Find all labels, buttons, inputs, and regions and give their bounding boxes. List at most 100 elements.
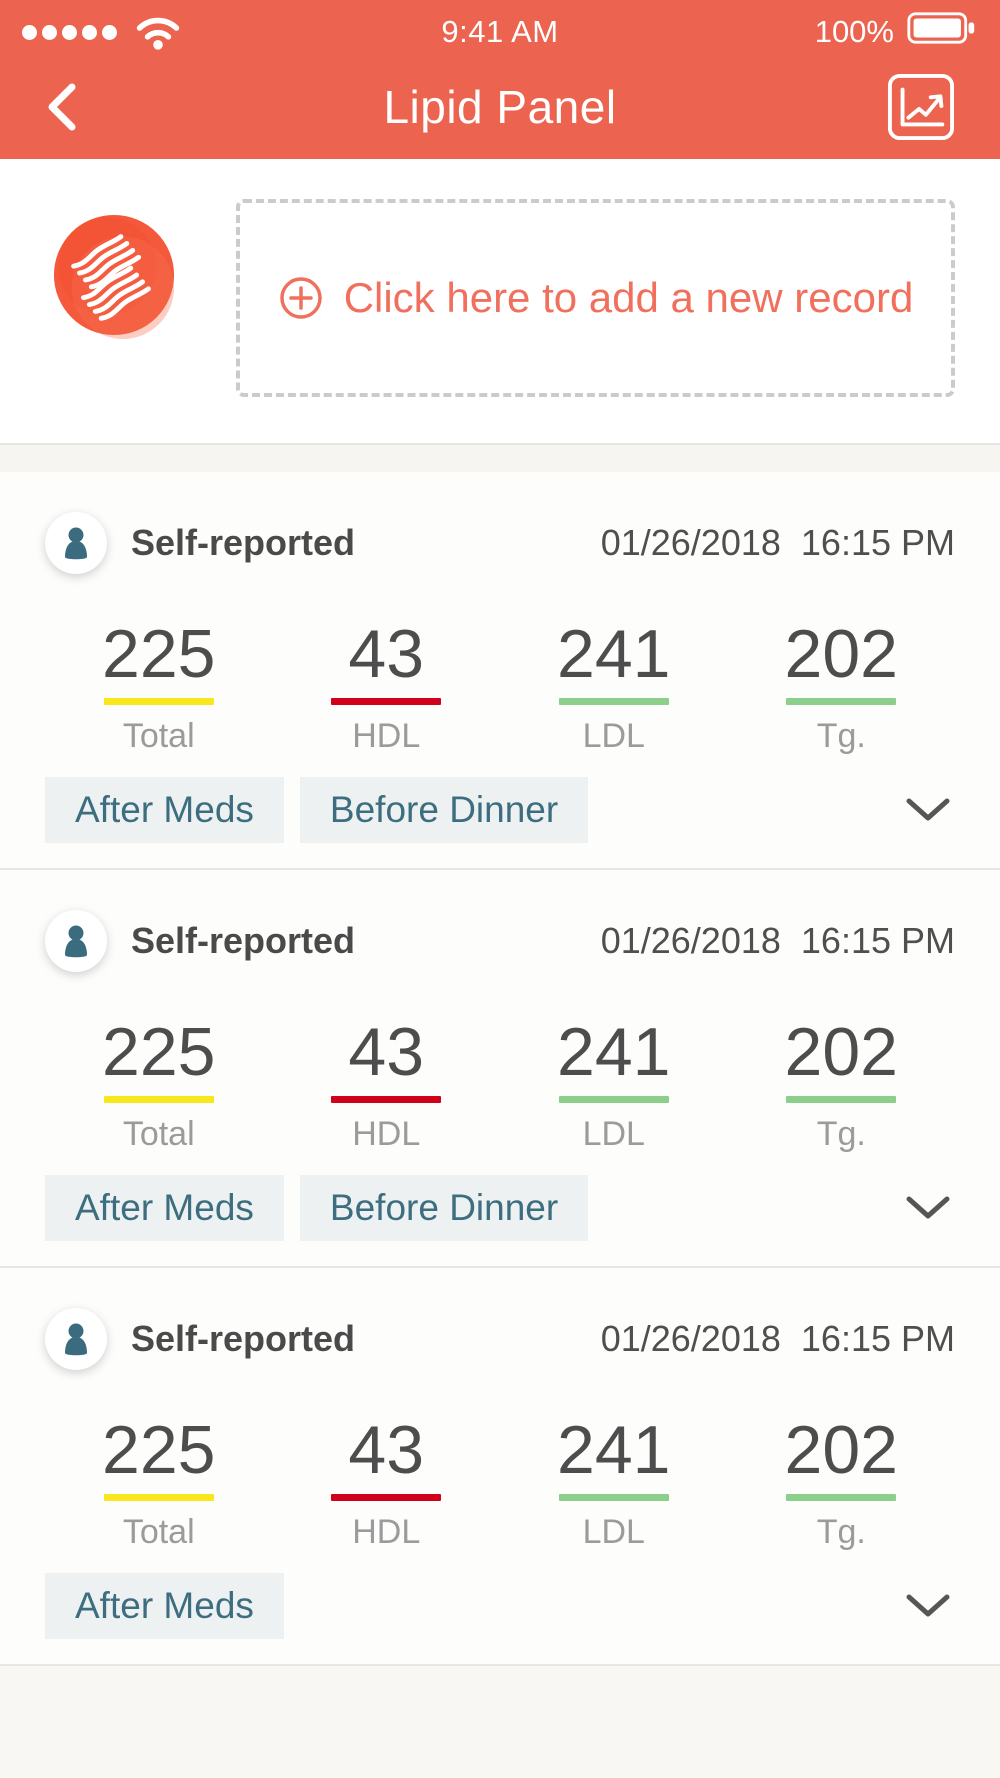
avatar <box>45 512 107 574</box>
person-icon <box>65 1323 87 1356</box>
value-label: LDL <box>582 1115 645 1153</box>
plus-circle-icon <box>279 277 322 319</box>
value-label: Total <box>122 717 195 755</box>
record-tags-row: After Meds Before Dinner <box>45 1175 955 1241</box>
record-source: Self-reported <box>131 920 356 961</box>
wifi-icon <box>134 14 182 50</box>
status-underline <box>786 1096 897 1103</box>
status-underline <box>331 1096 442 1103</box>
person-icon <box>65 527 87 560</box>
record-header: Self-reported 01/26/2018 16:15 PM <box>45 472 955 574</box>
value-label: Tg. <box>816 1513 866 1551</box>
add-record-button[interactable]: Click here to add a new record <box>236 199 955 397</box>
battery-status: 100% <box>815 9 978 55</box>
lipid-value-total: 225 Total <box>45 620 273 753</box>
value-label: Tg. <box>816 1115 866 1153</box>
status-time: 9:41 AM <box>441 14 559 49</box>
lipid-value-ldl: 241 LDL <box>500 1416 728 1549</box>
back-button[interactable] <box>45 82 77 132</box>
record-tag: After Meds <box>45 777 284 843</box>
record-card: Self-reported 01/26/2018 16:15 PM 225 To… <box>0 870 1000 1268</box>
value-number: 225 <box>102 1412 216 1488</box>
value-label: Total <box>122 1115 195 1153</box>
value-number: 241 <box>557 616 671 692</box>
expand-record-button[interactable] <box>901 1589 955 1623</box>
lipid-values-row: 225 Total 43 HDL 241 LDL 202 Tg. <box>45 620 955 753</box>
status-underline <box>331 1494 442 1501</box>
record-datetime: 01/26/2018 16:15 PM <box>601 522 955 564</box>
avatar <box>45 910 107 972</box>
value-number: 202 <box>784 616 898 692</box>
value-label: Tg. <box>816 717 866 755</box>
value-number: 202 <box>784 1014 898 1090</box>
signal-dot <box>82 24 97 40</box>
status-underline <box>103 1494 214 1501</box>
record-source: Self-reported <box>131 1318 356 1359</box>
battery-icon <box>906 9 978 55</box>
chevron-left-icon <box>48 83 76 130</box>
app-logo <box>50 211 178 339</box>
status-underline <box>558 1096 669 1103</box>
status-underline <box>558 1494 669 1501</box>
signal-dot <box>42 24 57 40</box>
status-underline <box>558 698 669 705</box>
status-bar: 9:41 AM 100% <box>0 0 1000 54</box>
record-tag: Before Dinner <box>299 777 589 843</box>
record-card: Self-reported 01/26/2018 16:15 PM 225 To… <box>0 1268 1000 1666</box>
status-underline <box>103 698 214 705</box>
value-label: HDL <box>352 717 421 755</box>
lipid-value-tg: 202 Tg. <box>728 1416 956 1549</box>
lipid-value-tg: 202 Tg. <box>728 620 956 753</box>
trend-chart-icon <box>887 73 955 140</box>
page-title: Lipid Panel <box>383 80 617 133</box>
record-source: Self-reported <box>131 522 356 563</box>
value-number: 43 <box>348 1412 425 1488</box>
status-underline <box>103 1096 214 1103</box>
record-tag: Before Dinner <box>299 1175 589 1241</box>
lipid-values-row: 225 Total 43 HDL 241 LDL 202 Tg. <box>45 1018 955 1151</box>
avatar <box>45 1308 107 1370</box>
value-number: 202 <box>784 1412 898 1488</box>
record-date: 01/26/2018 <box>600 522 781 563</box>
lipid-value-total: 225 Total <box>45 1018 273 1151</box>
record-date: 01/26/2018 <box>600 1318 781 1359</box>
signal-dot <box>102 24 117 40</box>
add-record-section: Click here to add a new record <box>0 159 1000 443</box>
record-time: 16:15 PM <box>800 522 955 563</box>
value-number: 241 <box>557 1412 671 1488</box>
record-tag: After Meds <box>45 1573 284 1639</box>
chevron-down-icon <box>906 798 950 821</box>
record-datetime: 01/26/2018 16:15 PM <box>601 920 955 962</box>
lipid-value-hdl: 43 HDL <box>273 620 501 753</box>
signal-strength-icon <box>22 14 182 50</box>
value-label: LDL <box>582 1513 645 1551</box>
status-underline <box>786 698 897 705</box>
record-date: 01/26/2018 <box>600 920 781 961</box>
record-card: Self-reported 01/26/2018 16:15 PM 225 To… <box>0 472 1000 870</box>
lipid-values-row: 225 Total 43 HDL 241 LDL 202 Tg. <box>45 1416 955 1549</box>
value-label: HDL <box>352 1513 421 1551</box>
lipid-value-hdl: 43 HDL <box>273 1018 501 1151</box>
chart-view-button[interactable] <box>887 73 955 141</box>
lipid-value-tg: 202 Tg. <box>728 1018 956 1151</box>
section-divider-band <box>0 443 1000 472</box>
expand-record-button[interactable] <box>901 1191 955 1225</box>
chevron-down-icon <box>906 1594 950 1617</box>
lipid-value-ldl: 241 LDL <box>500 620 728 753</box>
record-time: 16:15 PM <box>800 1318 955 1359</box>
add-record-label: Click here to add a new record <box>343 274 914 321</box>
status-underline <box>331 698 442 705</box>
signal-dot <box>62 24 77 40</box>
value-number: 43 <box>348 1014 425 1090</box>
lipid-value-total: 225 Total <box>45 1416 273 1549</box>
record-tags-row: After Meds <box>45 1573 955 1639</box>
record-time: 16:15 PM <box>800 920 955 961</box>
signal-dot <box>22 24 37 40</box>
lipid-value-hdl: 43 HDL <box>273 1416 501 1549</box>
value-number: 225 <box>102 616 216 692</box>
lipid-value-ldl: 241 LDL <box>500 1018 728 1151</box>
expand-record-button[interactable] <box>901 793 955 827</box>
record-tags-row: After Meds Before Dinner <box>45 777 955 843</box>
app-bar: 9:41 AM 100% Lipid Panel <box>0 0 1000 159</box>
nav-bar: Lipid Panel <box>0 54 1000 159</box>
